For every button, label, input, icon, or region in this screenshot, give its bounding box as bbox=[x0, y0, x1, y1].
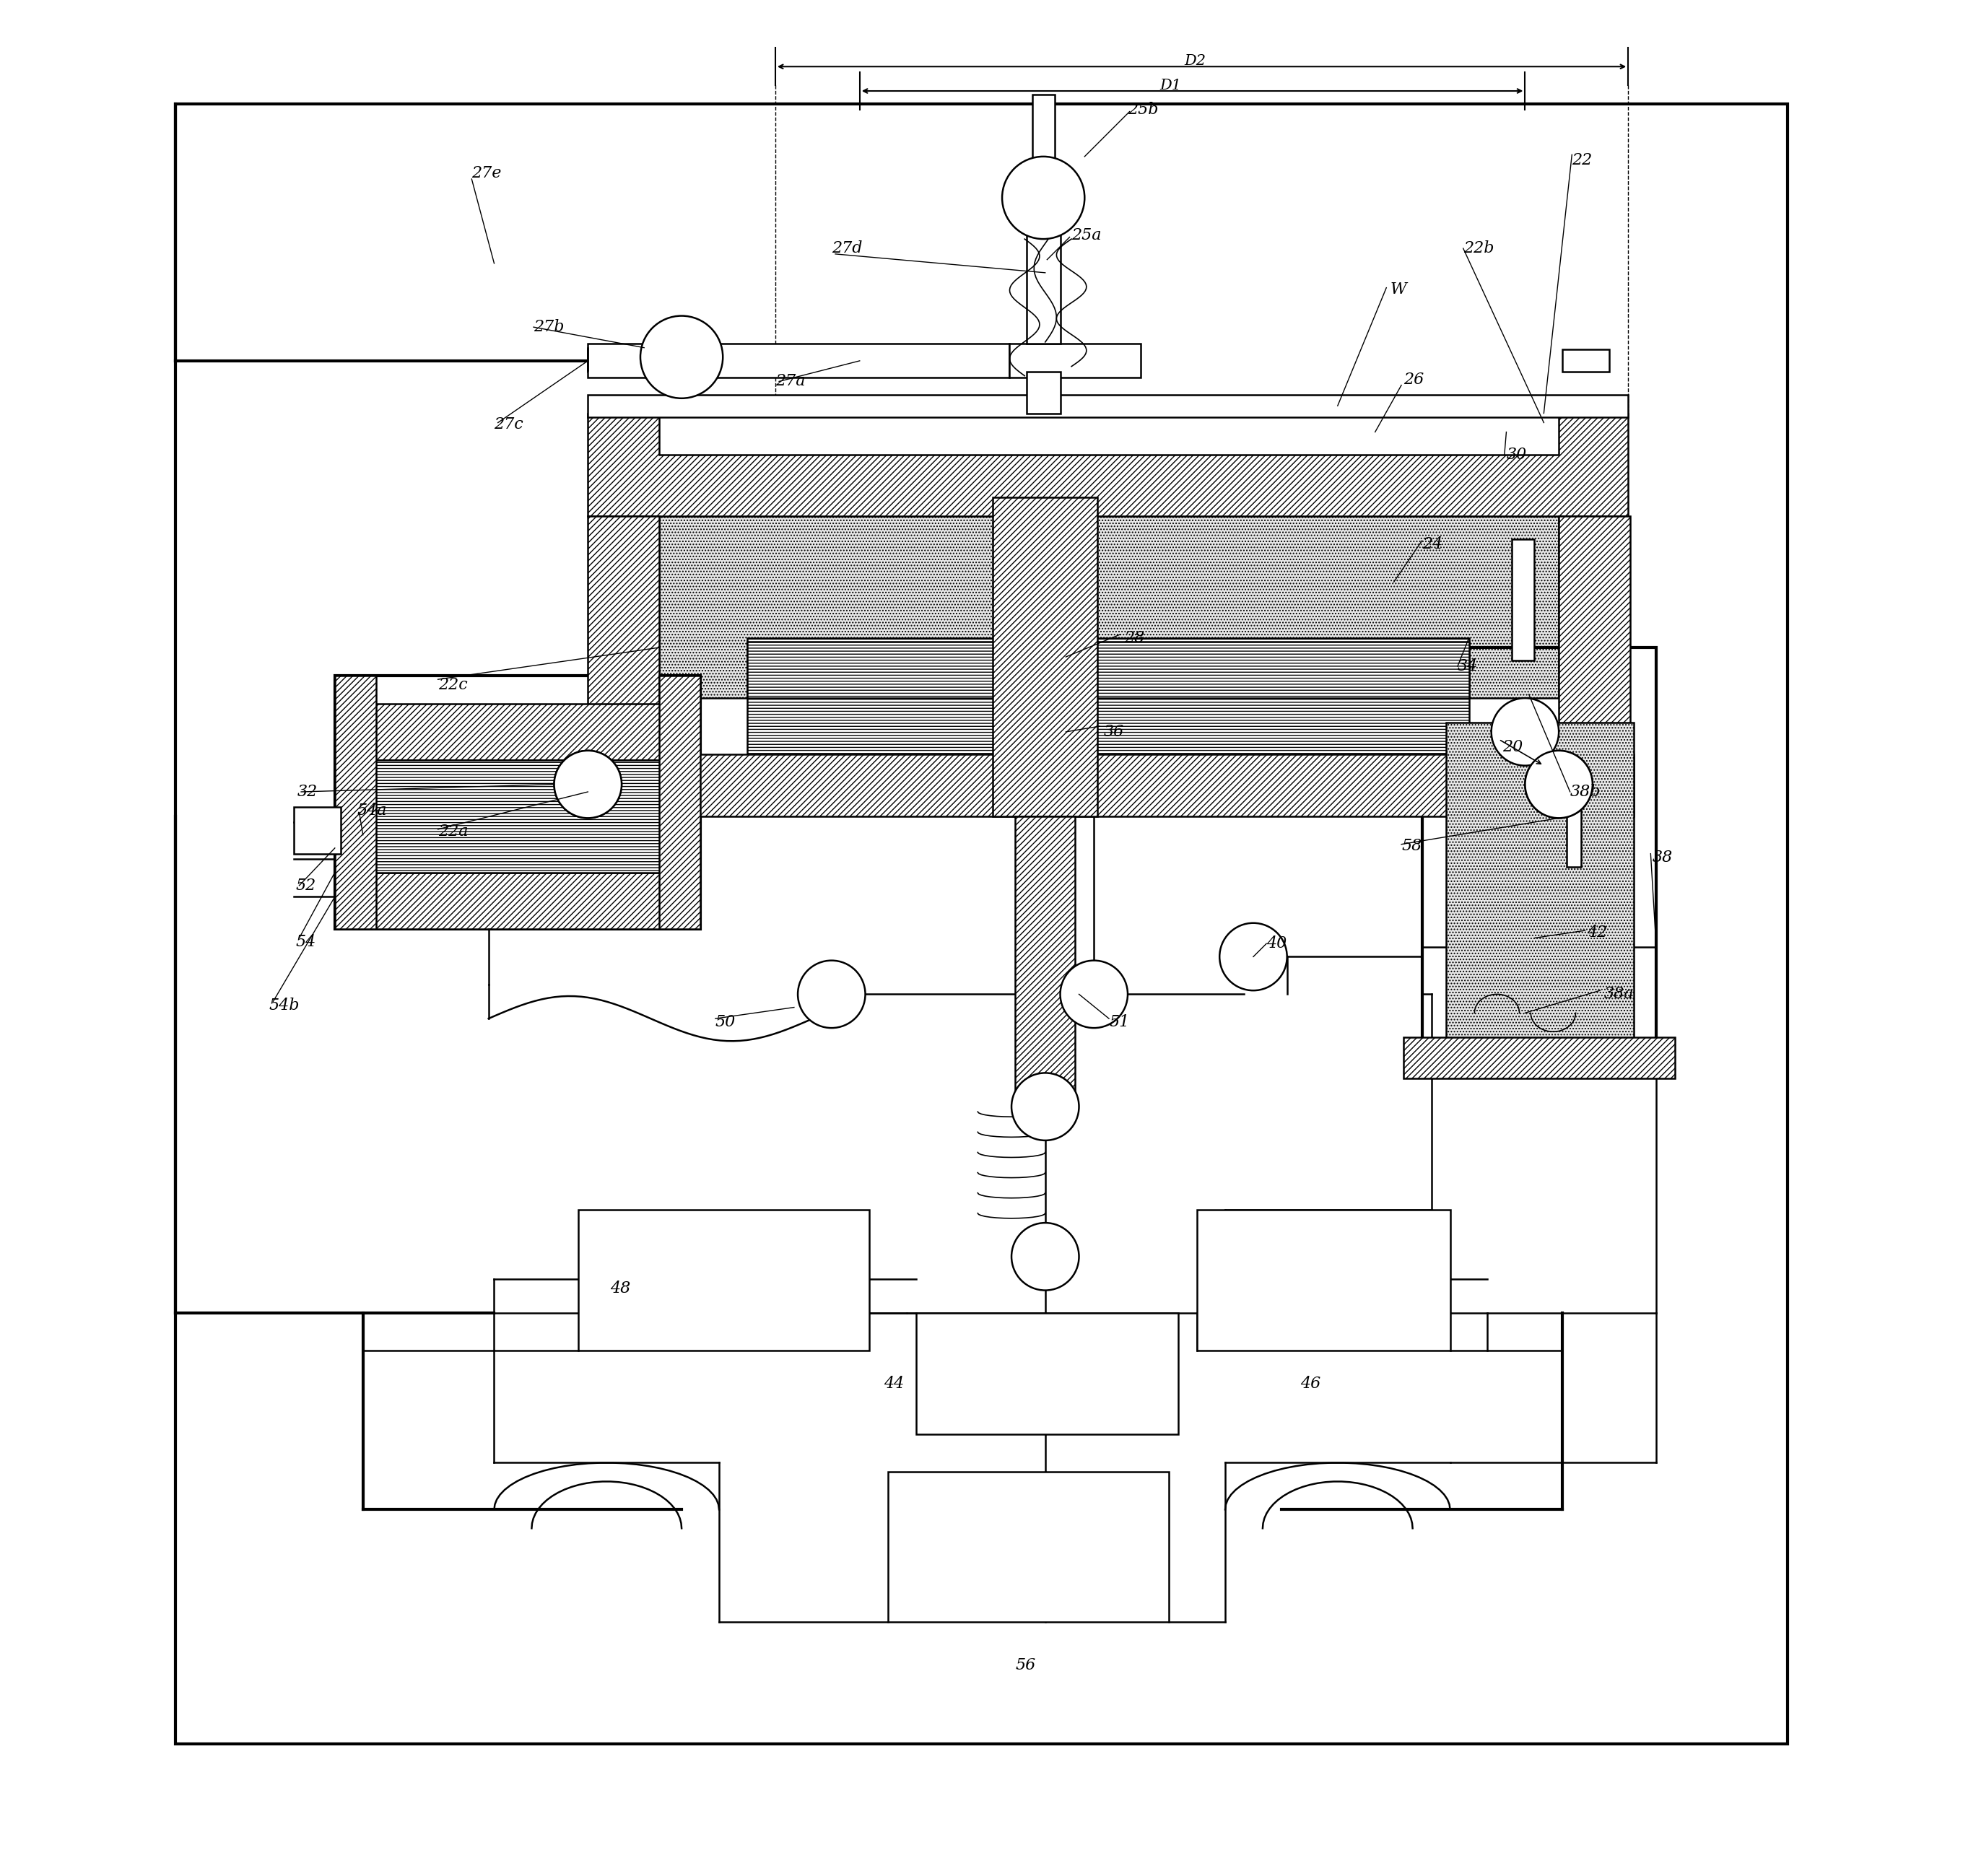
Text: 52: 52 bbox=[296, 878, 316, 893]
Text: 27a: 27a bbox=[775, 373, 805, 390]
Text: D1: D1 bbox=[1160, 79, 1182, 92]
Text: 30: 30 bbox=[1506, 446, 1527, 463]
Text: 38a: 38a bbox=[1604, 987, 1633, 1002]
Text: 22b: 22b bbox=[1462, 240, 1494, 257]
Bar bbox=[1566, 784, 1582, 867]
Text: 54: 54 bbox=[296, 934, 316, 949]
Circle shape bbox=[1011, 1223, 1080, 1291]
Bar bbox=[587, 516, 660, 760]
Text: 26: 26 bbox=[1404, 371, 1423, 388]
Bar bbox=[359, 704, 677, 760]
Bar bbox=[175, 103, 1788, 1745]
Text: 56: 56 bbox=[1015, 1657, 1036, 1673]
Bar bbox=[1009, 343, 1141, 377]
Bar bbox=[887, 1473, 1168, 1623]
Bar bbox=[1027, 371, 1060, 413]
Bar bbox=[336, 675, 377, 929]
Text: 20: 20 bbox=[1502, 739, 1523, 754]
Text: 42: 42 bbox=[1586, 925, 1608, 940]
Text: 24: 24 bbox=[1421, 537, 1443, 552]
Text: 54a: 54a bbox=[357, 803, 387, 818]
Text: 46: 46 bbox=[1300, 1377, 1321, 1392]
Bar bbox=[1559, 516, 1629, 760]
Text: 50: 50 bbox=[715, 1015, 736, 1030]
Circle shape bbox=[1492, 698, 1559, 765]
Bar bbox=[587, 754, 1633, 816]
Bar bbox=[1421, 647, 1657, 1069]
Circle shape bbox=[554, 750, 622, 818]
Text: 22: 22 bbox=[1572, 152, 1592, 169]
Bar bbox=[579, 1210, 870, 1351]
Text: 40: 40 bbox=[1266, 936, 1288, 951]
Bar bbox=[587, 394, 1627, 416]
Bar bbox=[660, 675, 701, 929]
Text: 51: 51 bbox=[1109, 1015, 1129, 1030]
Text: 48: 48 bbox=[610, 1281, 630, 1296]
Circle shape bbox=[1219, 923, 1288, 991]
Bar bbox=[1027, 193, 1060, 343]
Circle shape bbox=[797, 961, 866, 1028]
Bar bbox=[748, 642, 1468, 698]
Circle shape bbox=[1525, 750, 1592, 818]
Text: 27b: 27b bbox=[534, 319, 563, 336]
Circle shape bbox=[1011, 1073, 1080, 1141]
Bar bbox=[587, 349, 634, 371]
Text: 25a: 25a bbox=[1072, 227, 1101, 244]
Text: 27d: 27d bbox=[832, 240, 862, 257]
Text: 58: 58 bbox=[1402, 839, 1421, 854]
Text: 38: 38 bbox=[1653, 850, 1672, 865]
Circle shape bbox=[554, 750, 622, 818]
Circle shape bbox=[640, 315, 722, 398]
Circle shape bbox=[1060, 961, 1127, 1028]
Text: 44: 44 bbox=[883, 1377, 905, 1392]
Bar bbox=[660, 413, 1559, 454]
Text: 25b: 25b bbox=[1127, 101, 1158, 118]
Text: 28: 28 bbox=[1125, 630, 1144, 645]
Text: 36: 36 bbox=[1103, 724, 1123, 739]
Bar bbox=[1197, 1210, 1451, 1351]
Bar bbox=[1512, 538, 1535, 660]
Text: 38b: 38b bbox=[1570, 784, 1600, 799]
Text: 22a: 22a bbox=[438, 824, 467, 839]
Circle shape bbox=[1003, 156, 1086, 238]
Bar bbox=[1015, 816, 1076, 1107]
Text: 34: 34 bbox=[1459, 658, 1478, 673]
Text: 27c: 27c bbox=[495, 416, 524, 433]
Text: D2: D2 bbox=[1184, 54, 1205, 68]
Bar bbox=[993, 497, 1097, 816]
Text: 27e: 27e bbox=[471, 165, 501, 182]
Text: 54b: 54b bbox=[269, 998, 300, 1013]
Bar bbox=[1404, 1037, 1674, 1079]
Bar bbox=[748, 638, 1468, 760]
Bar bbox=[1563, 349, 1610, 371]
Bar bbox=[587, 343, 1009, 377]
Bar bbox=[917, 1313, 1178, 1435]
Bar bbox=[359, 872, 677, 929]
Bar bbox=[587, 413, 1627, 516]
Bar bbox=[294, 807, 340, 854]
Text: W: W bbox=[1390, 281, 1407, 298]
Bar bbox=[359, 760, 677, 872]
Bar bbox=[660, 516, 1559, 698]
Text: 22c: 22c bbox=[438, 677, 467, 692]
Bar bbox=[1447, 722, 1633, 1041]
Bar bbox=[336, 675, 701, 929]
Text: 32: 32 bbox=[296, 784, 318, 799]
Bar bbox=[1033, 94, 1054, 197]
Circle shape bbox=[1525, 750, 1592, 818]
